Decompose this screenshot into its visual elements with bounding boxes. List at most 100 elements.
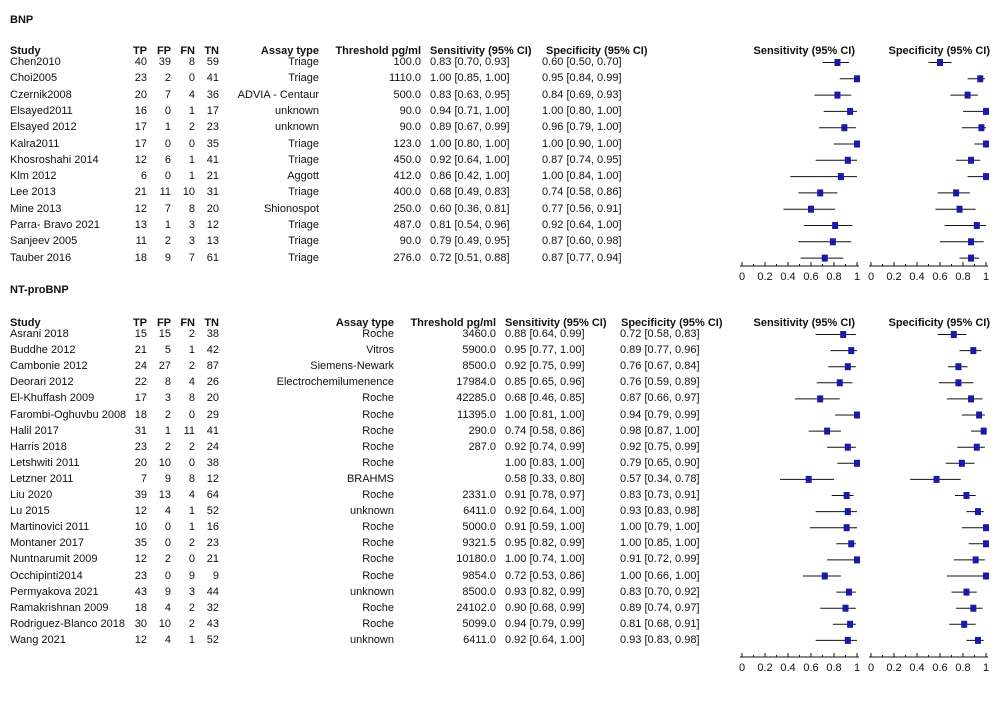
- cell-fp: 0: [164, 537, 171, 550]
- cell-tn: 20: [206, 202, 219, 215]
- sensitivity-axis-tick-label: 0.2: [757, 662, 772, 674]
- cell-assay: Roche: [362, 617, 394, 630]
- section-title: NT-proBNP: [10, 284, 69, 296]
- cell-fn: 2: [188, 617, 195, 630]
- cell-tn: 29: [206, 408, 219, 421]
- cell-fn: 0: [188, 72, 195, 85]
- cell-fp: 1: [164, 121, 171, 134]
- cell-fn: 2: [188, 360, 195, 373]
- cell-tn: 26: [206, 376, 219, 389]
- sens-point-estimate: [844, 508, 851, 516]
- cell-fn: 1: [188, 344, 195, 357]
- cell-tp: 6: [140, 170, 147, 183]
- cell-sens: 0.72 [0.53, 0.86]: [505, 569, 585, 582]
- cell-fn: 0: [188, 553, 195, 566]
- cell-sens: 1.00 [0.74, 1.00]: [505, 553, 585, 566]
- cell-spec: 0.98 [0.87, 1.00]: [620, 424, 700, 437]
- sens-point-estimate: [840, 331, 847, 338]
- cell-study: Sanjeev 2005: [10, 235, 78, 248]
- column-header-spec-ci: Specificity (95% CI): [621, 317, 723, 329]
- specificity-axis-tick-label: 1: [983, 662, 989, 674]
- sens-point-estimate: [836, 379, 843, 387]
- sens-point-estimate: [847, 107, 854, 115]
- cell-study: Elsayed 2012: [10, 121, 77, 134]
- sens-point-estimate: [845, 588, 852, 596]
- spec-point-estimate: [978, 124, 985, 132]
- sens-point-estimate: [854, 459, 860, 467]
- cell-spec: 1.00 [0.66, 1.00]: [620, 569, 700, 582]
- cell-tn: 44: [206, 585, 219, 598]
- cell-tn: 64: [206, 489, 219, 501]
- spec-point-estimate: [983, 140, 989, 148]
- cell-threshold: 6411.0: [463, 505, 496, 518]
- cell-spec: 0.87 [0.74, 0.95]: [542, 153, 622, 166]
- cell-fp: 4: [164, 601, 171, 614]
- cell-tp: 23: [134, 72, 147, 85]
- column-header-tp: TP: [132, 317, 147, 329]
- cell-tn: 23: [206, 121, 219, 134]
- column-header-threshold: Threshold pg/ml: [410, 317, 496, 329]
- cell-assay: Triage: [288, 72, 319, 85]
- sens-point-estimate: [847, 620, 854, 628]
- cell-tp: 40: [134, 56, 147, 68]
- cell-study: Elsayed2011: [10, 104, 73, 117]
- spec-point-estimate: [974, 508, 981, 516]
- cell-tn: 59: [206, 56, 219, 68]
- cell-study: Wang 2021: [10, 633, 66, 646]
- cell-assay: Roche: [362, 440, 394, 453]
- spec-point-estimate: [976, 411, 983, 419]
- cell-threshold: 9854.0: [462, 569, 496, 582]
- cell-sens: 0.58 [0.33, 0.80]: [505, 472, 585, 485]
- specificity-plot-title: Specificity (95% CI): [888, 45, 990, 57]
- cell-fn: 8: [188, 472, 195, 485]
- cell-tp: 11: [135, 235, 147, 248]
- sensitivity-axis-tick-label: 0.6: [803, 271, 818, 283]
- cell-sens: 1.00 [0.85, 1.00]: [430, 72, 510, 85]
- cell-spec: 1.00 [0.90, 1.00]: [542, 137, 622, 150]
- cell-fn: 0: [188, 408, 195, 421]
- cell-tp: 21: [134, 344, 147, 357]
- cell-threshold: 287.0: [468, 440, 496, 453]
- cell-assay: unknown: [349, 585, 394, 598]
- specificity-axis-tick-label: 0.2: [886, 662, 901, 674]
- cell-threshold: 123.0: [393, 137, 421, 150]
- cell-fn: 9: [188, 569, 195, 582]
- cell-threshold: 90.0: [399, 104, 421, 117]
- sensitivity-axis-tick-label: 1: [854, 662, 860, 674]
- cell-assay: Electrochemilumenence: [276, 376, 394, 389]
- cell-fp: 2: [164, 72, 171, 85]
- cell-fp: 4: [164, 505, 171, 518]
- cell-spec: 0.93 [0.83, 0.98]: [620, 505, 700, 518]
- cell-study: Khosroshahi 2014: [10, 153, 99, 166]
- cell-assay: Roche: [362, 408, 394, 421]
- cell-study: Cambonie 2012: [10, 360, 88, 373]
- spec-point-estimate: [955, 363, 962, 371]
- cell-tn: 43: [206, 617, 219, 630]
- cell-assay: unknown: [274, 121, 319, 134]
- cell-assay: BRAHMS: [346, 472, 394, 485]
- sens-point-estimate: [843, 492, 850, 499]
- cell-spec: 0.76 [0.67, 0.84]: [620, 360, 700, 373]
- cell-tn: 24: [206, 440, 219, 453]
- cell-fn: 2: [188, 601, 195, 614]
- sens-point-estimate: [844, 156, 851, 164]
- cell-tn: 17: [206, 104, 219, 117]
- cell-spec: 0.77 [0.56, 0.91]: [542, 202, 622, 215]
- cell-sens: 0.91 [0.59, 1.00]: [505, 521, 585, 534]
- column-header-assay: Assay type: [260, 45, 319, 57]
- cell-spec: 1.00 [0.79, 1.00]: [620, 521, 700, 534]
- cell-sens: 0.86 [0.42, 1.00]: [430, 170, 510, 183]
- cell-study: Letzner 2011: [10, 472, 74, 485]
- cell-fp: 9: [164, 472, 171, 485]
- cell-fn: 3: [188, 585, 195, 598]
- sens-point-estimate: [817, 395, 824, 403]
- cell-tp: 23: [134, 440, 147, 453]
- cell-assay: Roche: [362, 601, 394, 614]
- cell-fn: 2: [188, 537, 195, 550]
- cell-study: Deorari 2012: [10, 376, 74, 389]
- cell-tp: 39: [134, 489, 147, 501]
- cell-study: Mine 2013: [10, 202, 62, 215]
- sens-point-estimate: [843, 524, 850, 532]
- cell-spec: 0.89 [0.77, 0.96]: [620, 344, 700, 357]
- cell-tn: 61: [206, 251, 219, 264]
